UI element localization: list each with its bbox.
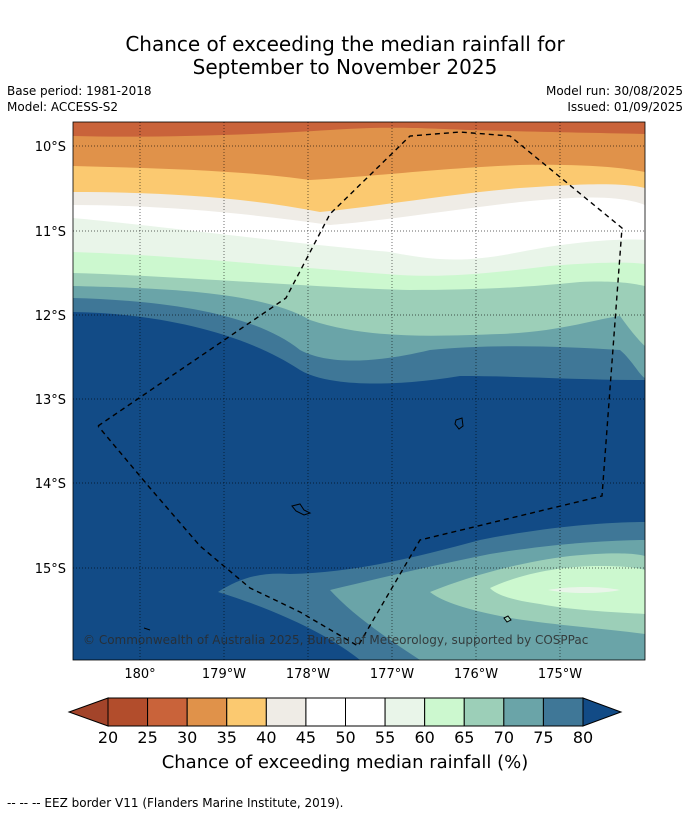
lon-label: 179°W (202, 667, 246, 682)
lat-label: 10°S (35, 140, 66, 155)
colorbar-swatch (186, 697, 228, 727)
map-title-line-2: September to November 2025 (192, 55, 498, 79)
colorbar-tick-label: 35 (217, 728, 237, 747)
colorbar-tick-label: 60 (414, 728, 434, 747)
colorbar-tick-label: 50 (335, 728, 355, 747)
colorbar-tick-label: 75 (533, 728, 553, 747)
rainfall-probability-field (73, 122, 645, 660)
colorbar-swatch (147, 697, 188, 727)
map-frame (72, 121, 646, 661)
lat-label: 13°S (35, 393, 66, 408)
southern-band-55-60 (548, 587, 620, 593)
lon-label: 176°W (454, 667, 498, 682)
longitude-labels: 180° 179°W 178°W 177°W 176°W 175°W (124, 667, 582, 682)
colorbar-tick-label: 55 (375, 728, 395, 747)
forecast-map: © Commonwealth of Australia 2025, Bureau… (35, 121, 646, 747)
lon-label: 177°W (370, 667, 414, 682)
colorbar-tick-label: 20 (98, 728, 118, 747)
colorbar-swatch (503, 697, 544, 727)
colorbar-tick-label: 25 (137, 728, 157, 747)
colorbar-swatch (542, 697, 584, 727)
lon-label: 175°W (538, 667, 582, 682)
colorbar: 20 25 30 35 40 45 50 55 60 65 70 75 80 (67, 697, 623, 747)
eez-border-line (97, 131, 623, 647)
colorbar-tick-label: 45 (296, 728, 316, 747)
graticule (73, 122, 645, 660)
island-outline (454, 417, 464, 430)
colorbar-over-arrow (582, 697, 623, 727)
copyright-text: © Commonwealth of Australia 2025, Bureau… (83, 633, 588, 647)
latitude-labels: 10°S 11°S 12°S 13°S 14°S 15°S (35, 140, 66, 577)
lat-label: 11°S (35, 225, 66, 240)
colorbar-swatch (265, 697, 307, 727)
colorbar-swatch (424, 697, 465, 727)
issued-text: Issued: 01/09/2025 (567, 100, 683, 114)
colorbar-tick-label: 70 (494, 728, 514, 747)
map-title-line-1: Chance of exceeding the median rainfall … (125, 32, 565, 56)
lon-label: 178°W (286, 667, 330, 682)
eez-footnote: -- -- -- EEZ border V11 (Flanders Marine… (7, 796, 344, 810)
colorbar-tick-label: 40 (256, 728, 276, 747)
colorbar-tick-label: 80 (573, 728, 593, 747)
colorbar-swatch (226, 697, 267, 727)
colorbar-tick-label: 30 (177, 728, 197, 747)
colorbar-swatch (345, 697, 386, 727)
colorbar-swatch (384, 697, 426, 727)
colorbar-tick-label: 65 (454, 728, 474, 747)
colorbar-under-arrow (67, 697, 109, 727)
lat-label: 14°S (35, 477, 66, 492)
colorbar-label: Chance of exceeding median rainfall (%) (161, 752, 529, 773)
model-text: Model: ACCESS-S2 (7, 100, 119, 114)
colorbar-swatch (463, 697, 505, 727)
island-outline (503, 615, 512, 623)
lon-label: 180° (124, 667, 155, 682)
colorbar-swatch (107, 697, 149, 727)
lat-label: 12°S (35, 309, 66, 324)
lat-label: 15°S (35, 562, 66, 577)
base-period-text: Base period: 1981-2018 (7, 84, 152, 98)
model-run-text: Model run: 30/08/2025 (545, 84, 683, 98)
island-outline (143, 627, 151, 631)
colorbar-swatch (305, 697, 346, 727)
island-outline (291, 503, 312, 516)
